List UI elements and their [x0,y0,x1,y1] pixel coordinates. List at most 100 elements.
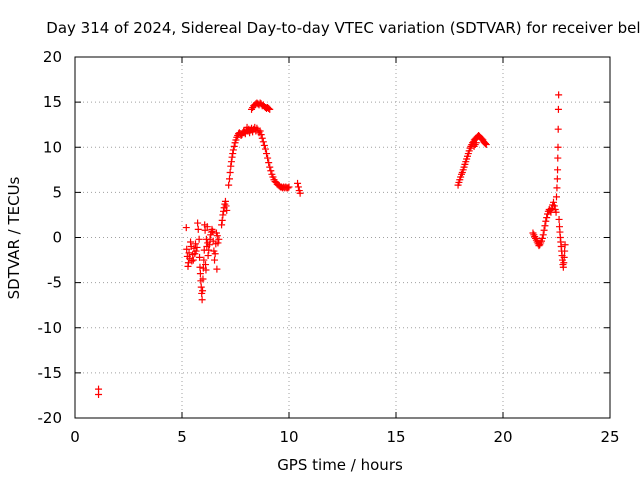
y-axis-label: SDTVAR / TECUs [5,176,23,299]
data-point [538,234,546,242]
data-point [218,221,226,229]
data-point [555,91,563,99]
data-point [296,189,304,197]
data-series [95,91,569,399]
y-tick-labels: -20 -15 -10 -5 0 5 10 15 20 [38,48,63,427]
data-point [215,235,223,243]
data-point [229,150,237,158]
data-point [222,202,230,210]
data-point [541,222,549,230]
data-point [218,216,226,224]
data-point [199,287,207,295]
data-point [198,296,206,304]
data-point [196,253,204,261]
grid [75,57,610,418]
data-point [193,243,201,251]
data-point [550,198,558,206]
data-point [195,235,203,243]
data-point [187,238,195,246]
data-point [284,184,292,192]
axis-ticks [74,56,611,419]
data-point [201,226,209,234]
y-tick-label: 15 [43,93,62,111]
y-tick-label: 0 [52,229,62,247]
data-point [256,127,264,135]
data-point [260,141,268,149]
data-point [554,143,562,151]
data-point [185,249,193,257]
data-point [543,214,551,222]
y-tick-label: 10 [43,138,62,156]
data-point [481,140,489,148]
y-tick-label: -10 [38,319,63,337]
data-point [561,241,569,249]
data-point [197,283,205,291]
data-point [189,256,197,264]
data-point [95,391,103,399]
data-point [542,217,550,225]
data-point [194,225,202,233]
data-point [202,266,210,274]
x-tick-label: 20 [493,428,512,446]
data-point [230,142,238,150]
data-point [214,239,222,247]
data-point [211,250,219,258]
y-tick-label: 5 [52,183,62,201]
data-point [226,175,234,183]
x-tick-label: 5 [177,428,187,446]
data-point [261,145,269,153]
data-point [213,265,221,273]
data-point [265,159,273,167]
data-point [553,184,561,192]
x-axis-label: GPS time / hours [277,456,403,474]
data-point [191,240,199,248]
data-point [266,163,274,171]
data-point [199,275,207,283]
data-point [550,202,558,210]
data-point [540,226,548,234]
y-tick-label: 20 [43,48,62,66]
data-point [263,150,271,158]
x-tick-label: 15 [386,428,405,446]
data-point [209,227,217,235]
data-point [472,139,480,147]
data-point [554,154,562,162]
data-point [223,206,231,214]
data-point [220,207,228,215]
data-point [554,166,562,174]
data-point [553,175,561,183]
data-point [221,197,229,205]
x-tick-labels: 0 5 10 15 20 25 [70,428,619,446]
data-point [554,125,562,133]
data-point [267,167,275,175]
data-point [200,256,208,264]
data-point [228,153,236,161]
data-point [192,247,200,255]
data-point [196,263,204,271]
data-point [259,138,267,146]
data-point [188,257,196,265]
data-point [196,270,204,278]
y-tick-label: -20 [38,409,63,427]
data-point [205,241,213,249]
chart-title: Day 314 of 2024, Sidereal Day-to-day VTE… [46,19,640,37]
data-point [226,169,234,177]
data-point [257,131,265,139]
data-point [560,253,568,261]
data-point [203,223,211,231]
data-point [182,224,190,232]
y-tick-label: -5 [47,274,62,292]
data-point [294,183,302,191]
data-point [225,181,233,189]
data-point [553,193,560,201]
data-point [561,247,569,255]
data-point [285,183,293,191]
data-point [294,179,302,187]
data-point [482,141,490,149]
data-point [265,104,273,112]
x-tick-label: 0 [70,428,80,446]
data-point [205,246,213,254]
data-point [213,232,221,240]
data-point [264,154,272,162]
